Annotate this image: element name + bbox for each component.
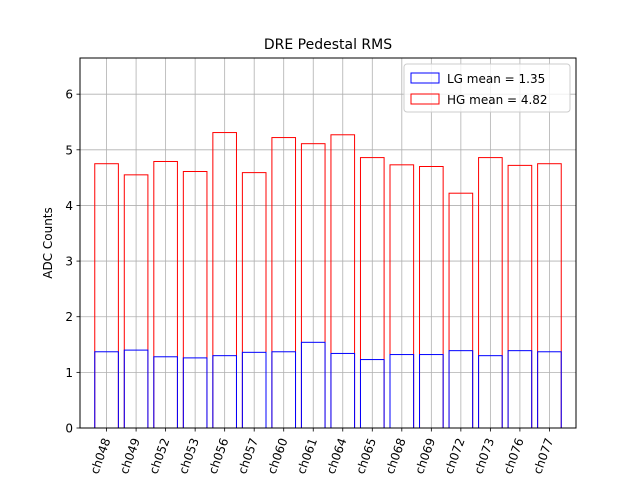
x-tick-label: ch053 [176,436,202,476]
legend-box [403,63,571,113]
plot-frame [79,57,577,429]
x-tick-label: ch048 [88,436,114,476]
x-tick-label: ch065 [353,436,379,476]
bars-layer [94,132,562,429]
x-tick-label: ch060 [265,436,291,476]
y-tick-label: 3 [65,255,73,269]
y-tick-label: 4 [65,199,73,213]
legend-entry-label: LG mean = 1.35 [447,72,545,86]
x-tick-label: ch069 [412,436,438,476]
y-tick-label: 2 [65,310,73,324]
legend: LG mean = 1.35 HG mean = 4.82 [403,63,571,113]
x-tick-label: ch052 [147,436,173,476]
chart-title: DRE Pedestal RMS [264,37,392,53]
x-tick-label: ch057 [235,436,261,476]
x-tick-label: ch049 [117,436,143,476]
x-tick-label: ch077 [530,436,556,476]
grid-layer [80,58,576,429]
x-tick-label: ch073 [471,436,497,476]
x-tick-label: ch064 [324,436,350,476]
y-tick-label: 0 [65,422,73,436]
legend-swatch [410,93,440,105]
legend-entry-label: HG mean = 4.82 [447,93,548,107]
x-tick-label: ch068 [383,436,409,476]
y-tick-label: 5 [65,143,73,157]
x-tick-label: ch072 [442,436,468,476]
y-tick-label: 6 [65,88,73,102]
x-tick-label: ch076 [501,436,527,476]
x-tick-label: ch061 [294,436,320,476]
x-tick-label: ch056 [206,436,232,476]
legend-swatch [410,72,440,84]
y-tick-label: 1 [65,366,73,380]
y-axis-label: ADC Counts [41,207,55,279]
